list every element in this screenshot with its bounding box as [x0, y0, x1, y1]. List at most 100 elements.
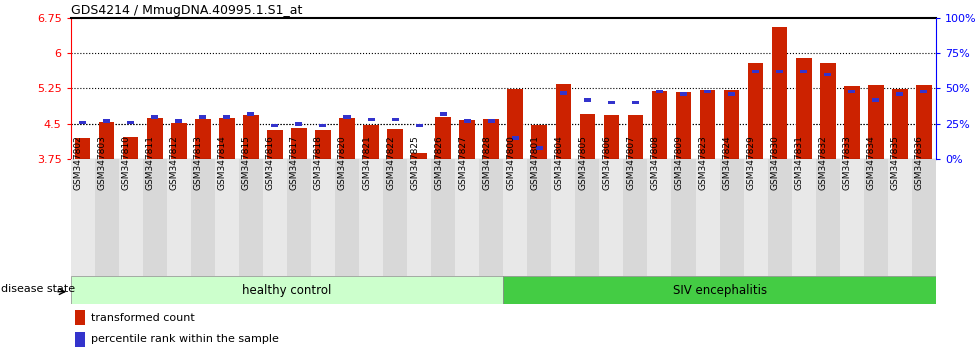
Bar [316, 130, 331, 159]
Text: GSM347832: GSM347832 [818, 136, 828, 190]
Bar [143, 159, 167, 276]
Bar [191, 159, 215, 276]
Text: transformed count: transformed count [91, 313, 195, 323]
Text: GSM347808: GSM347808 [651, 135, 660, 190]
Bar [552, 159, 575, 276]
Text: GSM347818: GSM347818 [314, 135, 323, 190]
Text: GSM347810: GSM347810 [122, 135, 130, 190]
Bar [527, 159, 552, 276]
Bar [512, 136, 518, 140]
Bar [696, 159, 719, 276]
Bar [868, 85, 884, 159]
Bar [608, 101, 614, 104]
Bar [223, 115, 230, 119]
Bar [464, 119, 470, 123]
Bar [455, 159, 479, 276]
Text: percentile rank within the sample: percentile rank within the sample [91, 334, 279, 344]
Bar [291, 128, 307, 159]
Bar [584, 98, 591, 102]
Text: GSM347831: GSM347831 [795, 135, 804, 190]
Bar [801, 70, 808, 73]
Bar [431, 159, 455, 276]
Bar [600, 159, 623, 276]
Bar [151, 115, 158, 119]
Bar [460, 120, 475, 159]
Bar [704, 90, 711, 93]
Bar [767, 159, 792, 276]
Bar [623, 159, 648, 276]
Bar [147, 118, 163, 159]
Bar [504, 276, 936, 304]
Bar [652, 91, 667, 159]
Text: GSM347820: GSM347820 [338, 136, 347, 190]
Bar [656, 90, 663, 93]
Bar [122, 137, 138, 159]
Bar [536, 146, 543, 150]
Text: GSM347828: GSM347828 [482, 136, 491, 190]
Bar [416, 124, 422, 127]
Bar [364, 125, 379, 159]
Text: GSM347817: GSM347817 [290, 135, 299, 190]
Text: GSM347830: GSM347830 [770, 135, 780, 190]
Bar [844, 86, 859, 159]
Bar [383, 159, 407, 276]
Bar [815, 159, 840, 276]
Text: GSM347806: GSM347806 [603, 135, 612, 190]
Bar [79, 121, 86, 124]
Bar [820, 63, 836, 159]
Text: GSM347807: GSM347807 [626, 135, 635, 190]
Text: GSM347815: GSM347815 [242, 135, 251, 190]
Bar [671, 159, 696, 276]
Text: GSM347801: GSM347801 [530, 135, 539, 190]
Bar [71, 159, 95, 276]
Bar [311, 159, 335, 276]
Bar [483, 119, 499, 159]
Text: GSM347814: GSM347814 [218, 136, 226, 190]
Text: GSM347829: GSM347829 [747, 136, 756, 190]
Bar [387, 129, 403, 159]
Bar [776, 70, 783, 73]
Bar [215, 159, 239, 276]
Bar [920, 90, 927, 93]
Bar [195, 119, 211, 159]
Bar [916, 85, 932, 159]
Text: GSM347813: GSM347813 [194, 135, 203, 190]
Text: GSM347802: GSM347802 [74, 136, 82, 190]
Bar [700, 90, 715, 159]
Bar [508, 88, 523, 159]
Bar [219, 118, 234, 159]
Bar [863, 159, 888, 276]
Bar [531, 125, 547, 159]
Bar [897, 92, 904, 96]
Text: GSM347804: GSM347804 [555, 136, 564, 190]
Bar [728, 92, 735, 96]
Bar [556, 84, 571, 159]
Bar [575, 159, 600, 276]
Bar [479, 159, 504, 276]
Text: GSM347834: GSM347834 [866, 136, 876, 190]
Text: healthy control: healthy control [242, 284, 331, 297]
Text: GSM347825: GSM347825 [410, 136, 419, 190]
Bar [295, 122, 303, 126]
Text: disease state: disease state [1, 284, 75, 294]
Bar [772, 27, 788, 159]
Bar [74, 310, 85, 325]
Text: GSM347803: GSM347803 [98, 135, 107, 190]
Text: GSM347821: GSM347821 [362, 136, 371, 190]
Bar [119, 159, 143, 276]
Bar [359, 159, 383, 276]
Bar [648, 159, 671, 276]
Bar [840, 159, 863, 276]
Text: GSM347826: GSM347826 [434, 136, 443, 190]
Bar [74, 138, 90, 159]
Bar [604, 115, 619, 159]
Text: GSM347811: GSM347811 [146, 135, 155, 190]
Bar [579, 114, 595, 159]
Bar [171, 123, 186, 159]
Bar [335, 159, 359, 276]
Bar [263, 159, 287, 276]
Text: GSM347836: GSM347836 [915, 135, 924, 190]
Bar [243, 115, 259, 159]
Bar [199, 115, 206, 119]
Text: GSM347809: GSM347809 [674, 135, 683, 190]
